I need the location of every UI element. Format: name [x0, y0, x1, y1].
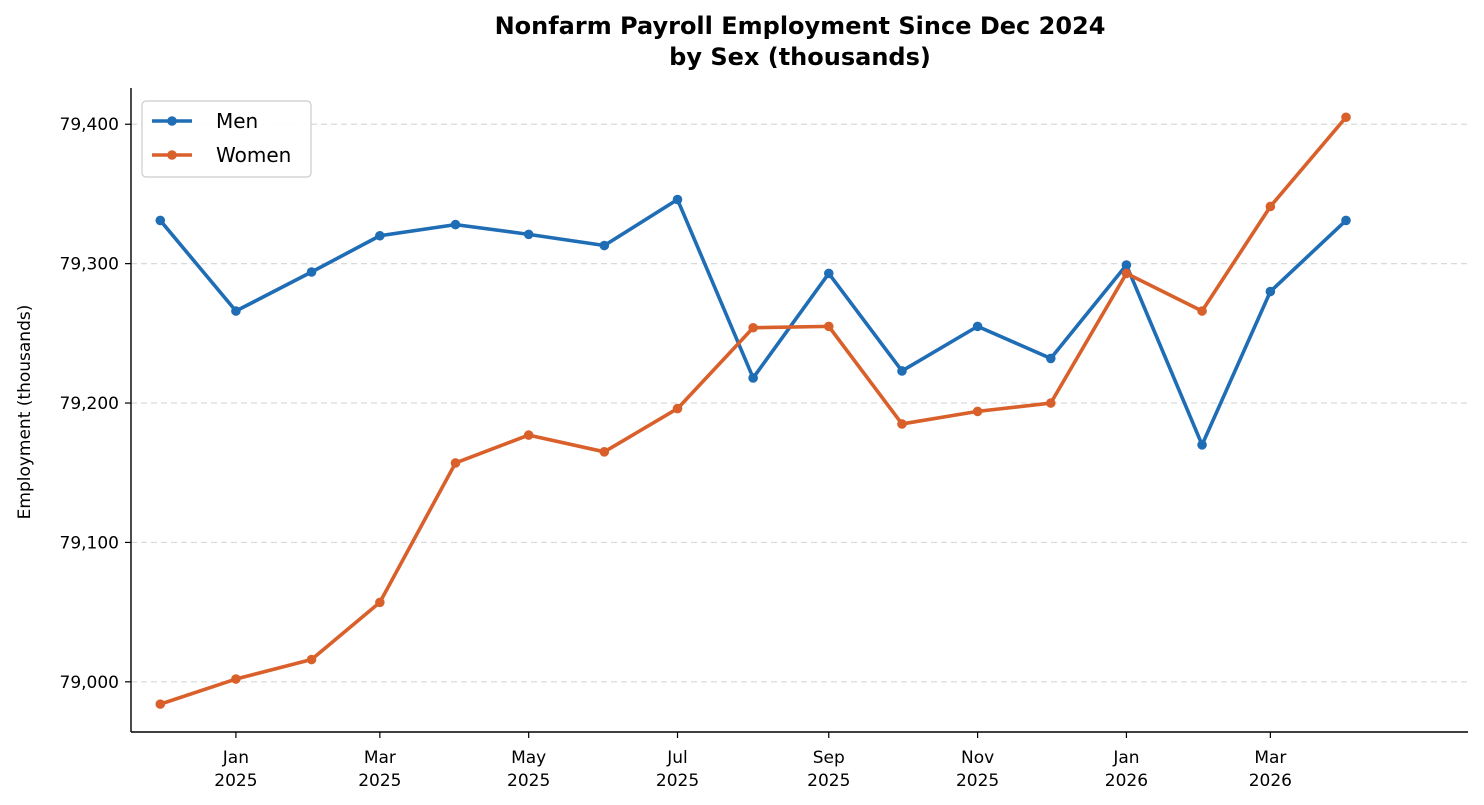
y-tick-label: 79,200 [60, 394, 119, 414]
data-point [823, 321, 834, 332]
data-point [599, 447, 610, 457]
data-point [306, 654, 317, 665]
chart-subtitle: by Sex (thousands) [669, 43, 931, 71]
data-point [375, 230, 385, 241]
x-tick-label-year: 2026 [1249, 771, 1292, 791]
data-point [231, 306, 241, 316]
series-line [158, 197, 1348, 447]
data-point [1197, 306, 1207, 316]
y-axis-ticks: 79,000 79,100 79,200 79,300 79,400 [60, 115, 131, 693]
x-tick-label-year: 2025 [956, 771, 999, 791]
legend: Men Women [141, 100, 312, 178]
x-tick-label-year: 2025 [214, 771, 257, 791]
data-point [450, 458, 461, 468]
data-point [523, 430, 534, 440]
data-point [972, 406, 983, 417]
legend-label: Men [216, 109, 258, 133]
x-axis-ticks: Jan 2025 Mar 2025 May 2025 Jul 2025 Sep 2025 Nov 20… [214, 732, 1292, 791]
legend-marker [167, 150, 177, 160]
data-point [1045, 398, 1056, 408]
legend-marker [167, 116, 177, 126]
x-tick-label-year: 2025 [807, 771, 850, 791]
data-point [306, 267, 317, 277]
data-point [450, 219, 461, 230]
data-point [823, 268, 834, 279]
data-point [972, 321, 983, 332]
x-tick-label-month: Mar [364, 748, 396, 768]
x-tick-label-month: Nov [961, 748, 994, 768]
data-point [672, 194, 683, 205]
x-tick-label-year: 2025 [656, 771, 699, 791]
y-tick-label: 79,000 [60, 673, 119, 693]
x-tick-label-year: 2026 [1105, 771, 1148, 791]
data-point [1341, 215, 1351, 226]
legend-label: Women [216, 143, 291, 167]
data-point [155, 215, 166, 226]
data-point [375, 597, 385, 608]
data-point [1121, 260, 1132, 270]
data-point [1121, 268, 1132, 279]
data-point [748, 322, 758, 333]
y-tick-label: 79,300 [60, 255, 119, 275]
x-tick-label-month: Sep [813, 748, 845, 768]
series-line [158, 115, 1348, 706]
x-tick-label-month: Jan [222, 748, 249, 768]
x-tick-label-month: Jul [666, 748, 688, 768]
data-point [748, 373, 758, 383]
y-axis-label: Employment (thousands) [15, 305, 35, 520]
series-women [155, 112, 1351, 709]
chart-title: Nonfarm Payroll Employment Since Dec 202… [495, 12, 1106, 40]
axes [130, 88, 1468, 733]
x-tick-label-year: 2025 [507, 771, 550, 791]
data-point [897, 366, 907, 376]
y-gridlines [131, 123, 1468, 683]
x-tick-label-month: May [511, 748, 546, 768]
series-men [155, 194, 1351, 450]
data-point [1045, 353, 1056, 364]
x-tick-label-year: 2025 [358, 771, 401, 791]
x-tick-label-month: Jan [1112, 748, 1139, 768]
x-tick-label-month: Mar [1254, 748, 1286, 768]
data-point [155, 699, 166, 709]
data-point [599, 240, 610, 251]
y-tick-label: 79,400 [60, 115, 119, 135]
y-tick-label: 79,100 [60, 533, 119, 553]
data-point [672, 403, 683, 414]
data-point [1265, 201, 1276, 212]
data-point [1265, 286, 1276, 297]
series-group [155, 112, 1351, 709]
data-point [1341, 112, 1351, 123]
data-point [523, 229, 534, 240]
data-point [897, 419, 907, 429]
data-point [1197, 440, 1207, 450]
data-point [231, 674, 241, 684]
